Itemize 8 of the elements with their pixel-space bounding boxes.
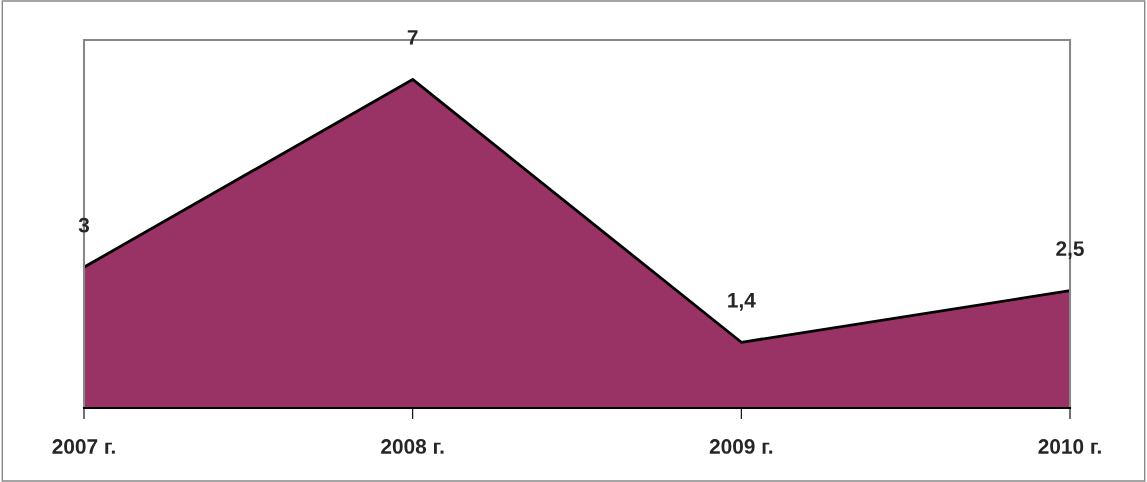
x-tick-label: 2009 г. [709, 439, 773, 454]
data-label: 2,5 [1056, 241, 1084, 259]
data-label: 3 [78, 217, 90, 233]
x-tick-label: 2008 г. [381, 439, 444, 454]
x-tick-label: 2010 г. [1038, 439, 1101, 454]
data-label: 7 [407, 30, 418, 45]
data-label: 1,4 [728, 293, 756, 311]
x-tick-label: 2007 г. [52, 439, 115, 454]
